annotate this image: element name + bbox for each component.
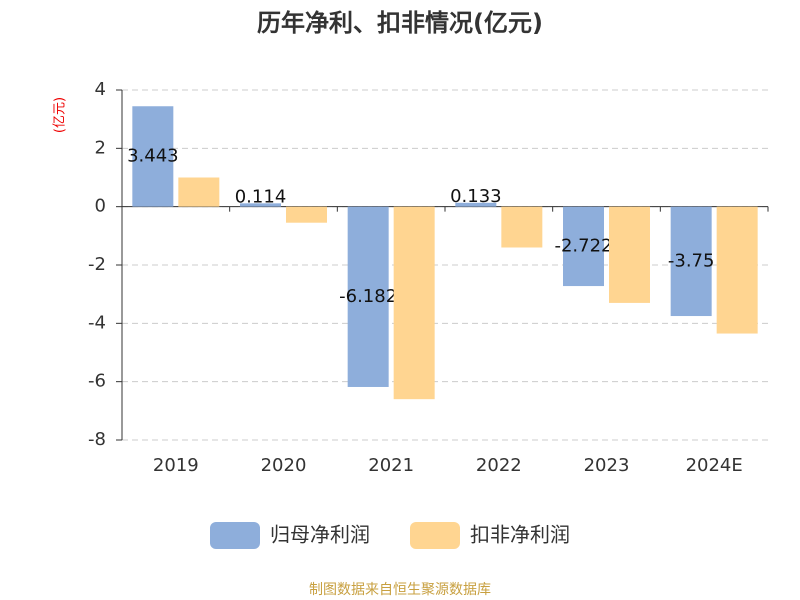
bar [393, 206, 435, 400]
legend-label: 扣非净利润 [470, 523, 570, 547]
y-tick-label: -8 [88, 429, 106, 450]
bar [178, 177, 220, 207]
source-note: 制图数据来自恒生聚源数据库 [309, 582, 491, 598]
x-tick-label: 2023 [584, 455, 630, 476]
data-label: 3.443 [127, 145, 179, 166]
bar [501, 206, 543, 248]
data-label: -2.722 [554, 235, 612, 256]
bar [716, 206, 758, 334]
data-label: 0.114 [235, 186, 287, 207]
legend-swatch [410, 522, 460, 549]
x-tick-label: 2021 [368, 455, 414, 476]
bar [670, 206, 712, 317]
x-tick-label: 2019 [153, 455, 199, 476]
data-label: -6.182 [339, 286, 397, 307]
chart-title: 历年净利、扣非情况(亿元) [257, 9, 543, 37]
bar [609, 206, 650, 303]
y-axis-label: (亿元) [53, 97, 68, 133]
y-tick-label: -6 [88, 371, 106, 392]
bar [240, 203, 281, 207]
bar [563, 206, 604, 287]
x-tick-label: 2020 [261, 455, 307, 476]
bar [455, 202, 497, 207]
data-label: -3.75 [668, 250, 715, 271]
legend-label: 归母净利润 [270, 523, 370, 547]
bar [132, 106, 174, 207]
bar [347, 206, 389, 387]
y-tick-label: 2 [95, 137, 106, 158]
y-tick-label: 4 [95, 79, 106, 100]
bar [286, 206, 327, 223]
x-tick-label: 2022 [476, 455, 522, 476]
y-tick-label: 0 [95, 196, 106, 217]
x-tick-label: 2024E [686, 455, 743, 476]
data-label: 0.133 [450, 186, 502, 207]
y-tick-label: -4 [88, 312, 106, 333]
y-tick-label: -2 [88, 254, 106, 275]
legend-swatch [210, 522, 260, 549]
